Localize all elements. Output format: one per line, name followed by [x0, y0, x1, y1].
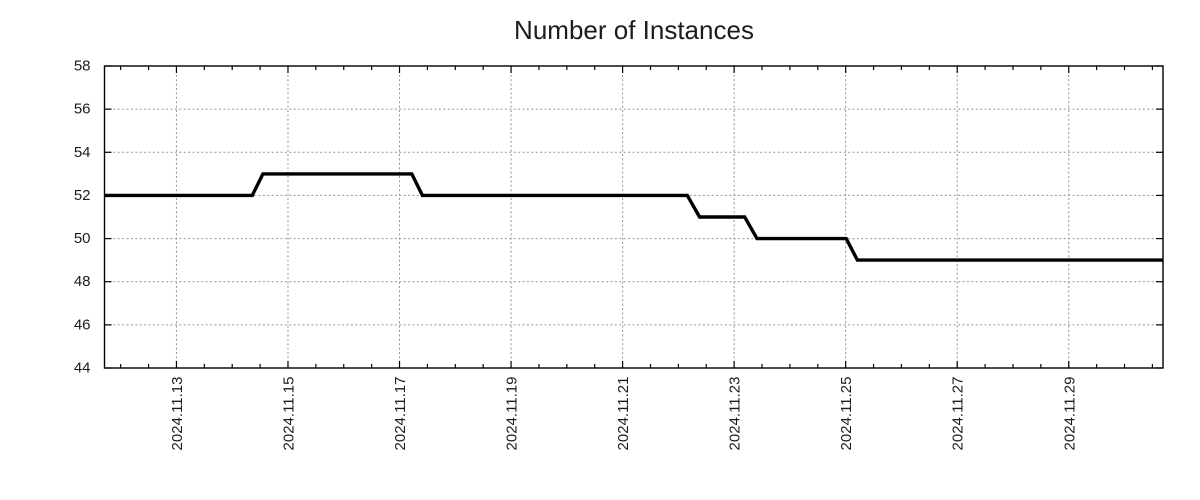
- y-tick-label: 44: [74, 360, 91, 377]
- y-tick-label: 56: [74, 101, 91, 118]
- series-layer: [104, 172, 1163, 262]
- y-tick-label: 46: [74, 316, 91, 333]
- plot-border: [103, 65, 1164, 369]
- x-tick-label: 2024.11.17: [392, 377, 409, 451]
- x-tick-label: 2024.11.23: [727, 377, 744, 451]
- x-tick-label: 2024.11.19: [504, 377, 521, 451]
- data-line: [104, 172, 1163, 262]
- y-tick-label: 58: [74, 58, 91, 75]
- axis-layer: [103, 65, 1164, 369]
- y-tick-label: 54: [74, 144, 91, 161]
- grid-layer: [104, 66, 1163, 368]
- x-tick-label: 2024.11.27: [950, 377, 967, 451]
- x-tick-label: 2024.11.13: [169, 377, 186, 451]
- chart-title: Number of Instances: [514, 15, 754, 45]
- x-tick-label: 2024.11.15: [280, 377, 297, 451]
- x-tick-label: 2024.11.21: [615, 377, 632, 451]
- y-tick-label: 48: [74, 273, 91, 290]
- x-tick-label: 2024.11.29: [1061, 377, 1078, 451]
- label-layer: 44 46 48 50 52 54 56 58 2024.11.13 2024.11.15 2024…: [74, 58, 1078, 451]
- y-tick-label: 52: [74, 187, 91, 204]
- y-tick-label: 50: [74, 230, 91, 247]
- x-tick-label: 2024.11.25: [838, 377, 855, 451]
